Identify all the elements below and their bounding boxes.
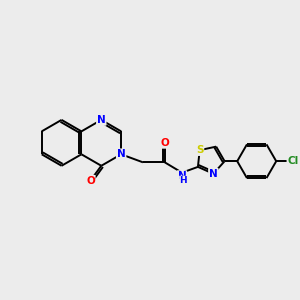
- Text: N: N: [117, 149, 125, 159]
- Text: H: H: [180, 176, 187, 185]
- Text: O: O: [86, 176, 95, 186]
- Text: Cl: Cl: [287, 156, 299, 166]
- Text: O: O: [160, 138, 169, 148]
- Text: N: N: [209, 169, 218, 179]
- Text: S: S: [196, 145, 203, 155]
- Text: N: N: [97, 115, 106, 125]
- Text: N: N: [178, 171, 186, 181]
